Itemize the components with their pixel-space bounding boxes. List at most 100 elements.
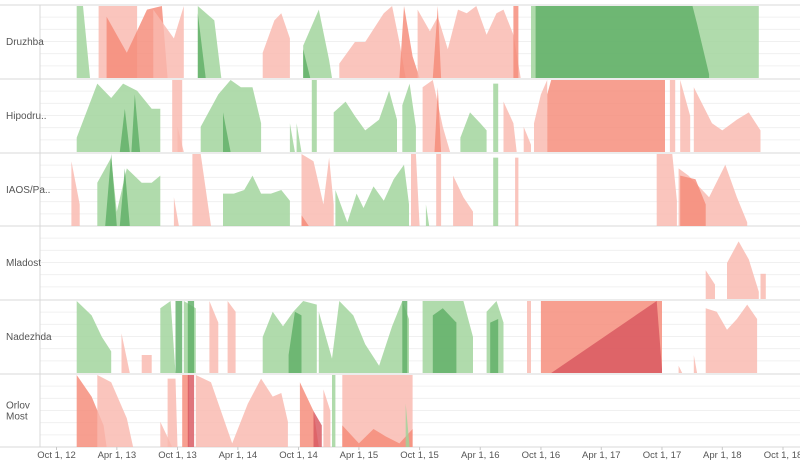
x-tick-label: Apr 1, 13 [98,450,137,461]
area-mark [680,175,706,226]
area-mark [513,6,519,78]
area-mark [262,13,290,79]
area-mark [425,204,430,226]
area-mark [301,215,309,226]
area-mark [493,83,499,152]
area-mark [669,80,676,152]
row-label: Druzhba [6,37,44,48]
area-mark [515,157,519,226]
row-label: Nadezhda [6,332,52,343]
area-mark [332,375,336,447]
area-mark [432,308,457,373]
area-mark [121,333,130,373]
area-mark [547,80,665,152]
area-mark [182,375,190,447]
row-label: Orlov Most [6,401,30,423]
area-mark [656,154,677,226]
row-druzhba: Druzhba [6,6,759,79]
row-label: Mladost [6,258,41,269]
area-mark [339,6,406,78]
x-tick-label: Oct 1, 16 [522,450,561,461]
area-mark [523,126,531,152]
area-mark [177,126,184,152]
row-nadezhda: Nadezhda [6,301,758,373]
area-mark [342,425,413,447]
area-mark [167,378,178,447]
area-mark [318,301,409,373]
row-label: Hipodru.. [6,111,47,122]
row-label-line: Mladost [6,258,41,269]
area-mark [288,311,302,373]
area-mark [197,13,206,79]
row-label-line: Nadezhda [6,332,52,343]
area-mark [131,94,141,152]
area-mark [192,154,211,226]
area-mark [172,80,183,152]
area-mark [460,112,487,152]
area-mark [760,273,766,299]
area-mark [705,304,758,373]
x-tick-label: Oct 1, 18 [764,450,800,461]
area-mark [197,6,222,78]
row-hipodru: Hipodru.. [6,80,761,152]
area-mark [453,175,473,226]
x-axis: Oct 1, 12 Apr 1, 13 Oct 1, 13 Apr 1, 14 Oct … [37,447,800,461]
area-mark [97,375,134,447]
area-mark [160,421,173,447]
area-mark [223,175,290,226]
area-mark [303,9,332,79]
x-tick-label: Oct 1, 17 [643,450,682,461]
area-mark [411,154,420,226]
area-mark [311,80,317,152]
area-mark [551,301,662,373]
area-mark [301,154,334,226]
area-mark [106,6,168,78]
row-iaos-pa: IAOS/Pa.. [6,154,748,226]
area-mark [399,6,420,78]
area-mark [187,375,195,447]
area-mark [209,301,219,373]
area-mark [493,157,499,226]
area-mark [323,389,331,447]
area-mark [160,301,176,373]
area-mark [262,301,317,373]
row-label-line: Druzhba [6,37,44,48]
area-mark [296,123,302,152]
x-tick-label: Oct 1, 13 [158,450,197,461]
area-mark [402,301,408,373]
area-mark [678,365,683,373]
area-mark [303,49,311,78]
area-mark [527,301,531,373]
area-mark [436,154,442,226]
area-mark [503,101,517,152]
area-mark [333,90,397,152]
x-tick-label: Apr 1, 17 [582,450,621,461]
area-mark [313,411,322,447]
row-label-line: Hipodru.. [6,111,47,122]
x-tick-label: Oct 1, 14 [279,450,318,461]
area-mark [76,83,161,152]
x-tick-label: Apr 1, 16 [461,450,500,461]
x-tick-label: Apr 1, 14 [219,450,258,461]
x-tick-label: Oct 1, 15 [400,450,439,461]
area-mark [141,355,152,373]
x-tick-label: Oct 1, 12 [37,450,76,461]
row-mladost: Mladost [6,241,766,299]
area-mark [705,270,715,299]
area-mark [432,6,442,78]
area-mark [105,154,117,226]
x-tick-label: Apr 1, 15 [340,450,379,461]
area-mark [405,403,410,447]
row-label: IAOS/Pa.. [6,185,50,196]
area-mark [119,108,130,152]
row-orlov-most: Orlov Most [6,375,413,447]
row-label-line: Orlov [6,401,30,412]
area-mark [227,301,236,373]
area-mark [187,301,195,373]
row-label-line: IAOS/Pa.. [6,185,50,196]
area-mark [173,197,179,226]
area-mark [534,80,548,152]
area-mark [71,161,80,226]
area-mark [490,319,499,373]
